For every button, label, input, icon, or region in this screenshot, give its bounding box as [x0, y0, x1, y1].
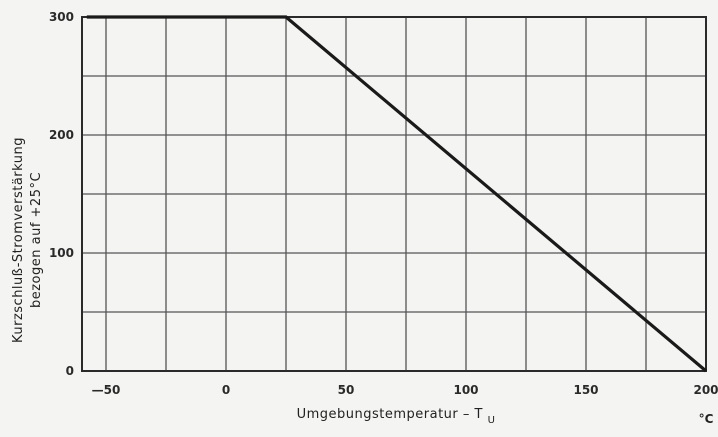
x-axis-unit: °C [699, 412, 714, 426]
grid-lines [82, 17, 706, 371]
plot-frame [81, 16, 707, 372]
series-layer [86, 15, 708, 373]
y-tick-label: 300 [49, 10, 74, 24]
x-tick-label: 0 [222, 383, 230, 397]
x-tick-label: —50 [92, 383, 121, 397]
x-tick-labels: —50 0 50 100 150 200 [92, 383, 718, 397]
x-tick-label: 200 [693, 383, 718, 397]
x-axis-label-subscript: U [488, 415, 496, 426]
y-tick-labels: 0 100 200 300 [49, 10, 74, 378]
y-tick-label: 0 [66, 364, 74, 378]
y-tick-label: 100 [49, 246, 74, 260]
x-axis-label: Umgebungstemperatur – T U [297, 407, 496, 426]
series-line [86, 15, 708, 373]
x-tick-label: 100 [453, 383, 478, 397]
y-axis-label-line1: Kurzschluß-Stromverstärkung [11, 137, 26, 343]
x-tick-label: 50 [338, 383, 355, 397]
y-axis-label-line2: bezogen auf +25°C [29, 172, 44, 308]
y-tick-label: 200 [49, 128, 74, 142]
x-tick-label: 150 [573, 383, 598, 397]
x-axis-label-main: Umgebungstemperatur – T [297, 407, 483, 422]
